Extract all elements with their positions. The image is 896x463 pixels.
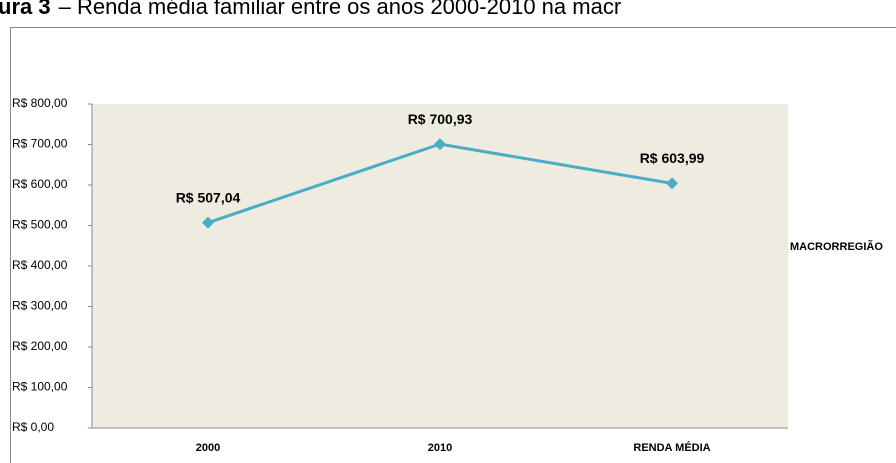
- data-label: R$ 700,93: [408, 111, 473, 127]
- plot-area: [92, 104, 788, 428]
- data-label: R$ 603,99: [640, 150, 705, 166]
- y-tick-label: R$ 600,00: [12, 177, 68, 191]
- chart-title: – Renda média familiar entre os anos 200…: [59, 0, 622, 19]
- y-tick-label: R$ 400,00: [12, 258, 68, 272]
- marker: [434, 138, 446, 151]
- marker: [202, 216, 214, 229]
- y-tick-label: R$ 0,00: [12, 420, 54, 434]
- y-tick-label: R$ 500,00: [12, 218, 68, 232]
- y-tick-label: R$ 200,00: [12, 339, 68, 353]
- y-tick-label: R$ 100,00: [12, 380, 68, 394]
- legend-label: MACRORREGIÃO: [790, 240, 883, 253]
- y-tick-label: R$ 700,00: [12, 137, 68, 151]
- x-tick-label: RENDA MÉDIA: [633, 441, 710, 454]
- x-tick-label: 2000: [196, 442, 220, 454]
- figure-title: ura 3 – Renda média familiar entre os ano…: [0, 0, 621, 19]
- y-tick-label: R$ 300,00: [12, 299, 68, 313]
- marker: [666, 177, 678, 190]
- x-tick-label: 2010: [428, 442, 452, 454]
- data-label: R$ 507,04: [176, 189, 241, 205]
- figure-label: ura 3: [0, 0, 51, 19]
- y-tick-label: R$ 800,00: [12, 96, 68, 110]
